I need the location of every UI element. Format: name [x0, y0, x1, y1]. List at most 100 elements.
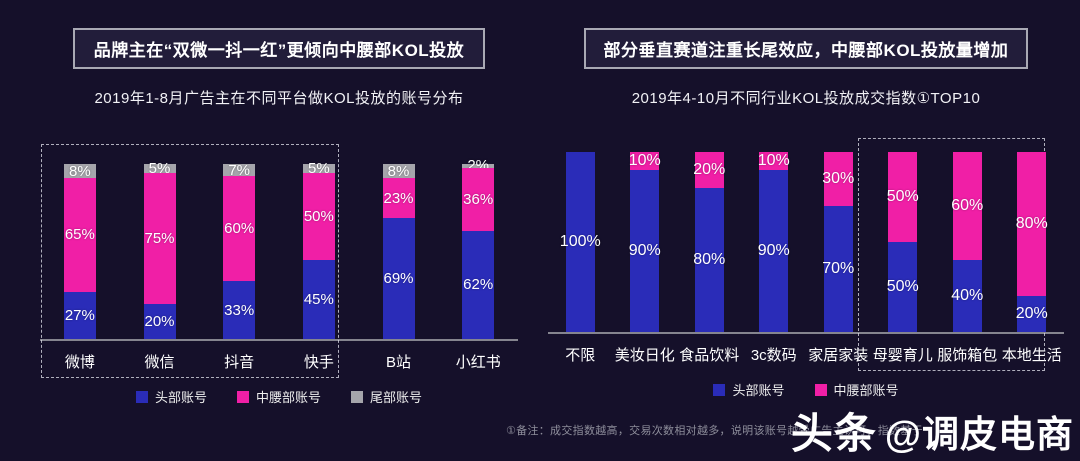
footnote: ①备注：成交指数越高，交易次数相对越多，说明该账号越受广告主认可，指数基于	[506, 425, 923, 437]
left-chart-title: 2019年1-8月广告主在不同平台做KOL投放的账号分布	[94, 90, 464, 107]
segment-value-label: 100%	[559, 233, 601, 250]
segment-value-label: 8%	[387, 162, 410, 180]
bar-column: 50% 50%	[871, 152, 936, 332]
segment: 20%	[143, 304, 176, 339]
watermark: 头条 @调皮电商	[791, 400, 1074, 461]
segment-value-label: 50%	[886, 278, 919, 295]
segment-value-label: 10%	[628, 152, 661, 169]
bar-column: 10% 90%	[613, 152, 678, 332]
segment: 60%	[951, 152, 984, 260]
segment-value-label: 75%	[144, 229, 175, 247]
legend-swatch	[351, 390, 363, 403]
category-label: 微博	[64, 354, 95, 371]
legend-item: 头部账号	[135, 387, 207, 406]
segment: 80%	[1016, 152, 1048, 296]
segment: 5%	[143, 159, 176, 177]
category-label: 家居家装	[808, 347, 869, 364]
right-header-box: 部分垂直赛道注重长尾效应，中腰部KOL投放量增加	[584, 28, 1028, 69]
segment: 80%	[693, 188, 726, 332]
legend-swatch	[814, 383, 827, 396]
stacked-bar: 60% 40%	[951, 152, 984, 332]
category-label: 本地生活	[1001, 347, 1062, 364]
left-header-text: 品牌主在“双微一抖一红”更倾向中腰部KOL投放	[93, 41, 465, 60]
watermark-handle: @调皮电商	[884, 413, 1074, 455]
segment-value-label: 65%	[64, 226, 95, 244]
stacked-bar: 5% 50% 45%	[302, 159, 335, 339]
segment-value-label: 50%	[303, 208, 334, 225]
right-legend: 头部账号 中腰部账号	[548, 380, 1064, 399]
bar-column: 7% 60% 33%	[199, 161, 279, 339]
bar-column: 8% 23% 69%	[359, 164, 439, 339]
category-label: 小红书	[455, 354, 501, 371]
segment-value-label: 69%	[383, 270, 414, 288]
segment-value-label: 33%	[224, 301, 255, 319]
category-label: 母婴育儿	[872, 347, 933, 364]
segment-value-label: 50%	[886, 188, 919, 205]
segment: 50%	[886, 152, 919, 242]
legend-swatch	[713, 383, 726, 396]
segment: 5%	[302, 159, 335, 177]
bar-column: 5% 50% 45%	[279, 159, 359, 339]
toutiao-logo: 头条	[790, 410, 877, 457]
bar-column: 30% 70%	[806, 152, 871, 332]
segment-value-label: 20%	[693, 161, 726, 178]
segment: 20%	[693, 152, 726, 188]
legend-swatch	[236, 390, 249, 403]
segment-value-label: 8%	[68, 162, 91, 180]
segment: 45%	[302, 260, 335, 339]
category-label: 抖音	[224, 354, 255, 371]
legend-label: 头部账号	[732, 383, 785, 398]
segment: 90%	[629, 170, 661, 332]
segment: 8%	[63, 162, 96, 180]
segment-value-label: 80%	[693, 251, 726, 268]
segment: 23%	[382, 178, 415, 219]
left-header-box: 品牌主在“双微一抖一红”更倾向中腰部KOL投放	[73, 28, 485, 69]
left-legend: 头部账号 中腰部账号 尾部账号	[40, 387, 518, 406]
plot-area: 8% 65% 27% 5% 75% 20% 7% 60% 33% 5% 50% 45% 8% 23% 69%…	[40, 158, 518, 339]
segment-value-label: 5%	[308, 159, 330, 177]
legend-label: 中腰部账号	[833, 383, 899, 398]
right-header-text: 部分垂直赛道注重长尾效应，中腰部KOL投放量增加	[603, 41, 1009, 60]
bar-column: 100%	[548, 152, 613, 332]
legend-item: 尾部账号	[351, 387, 422, 406]
industry-kol-index-chart: 100% 10% 90% 20% 80% 10% 90% 30% 70% 50% 50% 60% 40%…	[548, 138, 1064, 371]
bar-column: 60% 40%	[935, 152, 1000, 332]
segment-value-label: 40%	[951, 287, 984, 304]
bar-column: 80% 20%	[1000, 152, 1065, 332]
segment: 40%	[951, 260, 984, 332]
segment-value-label: 60%	[224, 220, 255, 238]
segment-value-label: 27%	[64, 306, 95, 324]
segment-value-label: 5%	[148, 159, 171, 177]
segment-value-label: 60%	[951, 197, 984, 214]
stacked-bar: 10% 90%	[628, 152, 661, 332]
segment: 36%	[462, 167, 495, 231]
right-chart-title: 2019年4-10月不同行业KOL投放成交指数①TOP10	[631, 90, 981, 107]
stacked-bar: 8% 65% 27%	[63, 162, 96, 339]
segment: 70%	[822, 206, 854, 332]
segment: 27%	[63, 291, 96, 339]
segment: 50%	[302, 172, 335, 261]
category-label: B站	[386, 354, 412, 371]
stacked-bar: 7% 60% 33%	[223, 161, 256, 339]
segment-value-label: 7%	[228, 161, 251, 179]
category-label: 食品饮料	[679, 347, 740, 364]
segment: 75%	[143, 172, 176, 304]
legend-label: 头部账号	[154, 390, 207, 405]
category-label: 微信	[144, 354, 175, 371]
category-labels: 不限 美妆日化 食品饮料 3c数码 家居家装 母婴育儿 服饰箱包 本地生活	[548, 334, 1064, 365]
legend-label: 尾部账号	[370, 390, 423, 405]
segment: 69%	[382, 218, 415, 339]
stacked-bar: 30% 70%	[822, 152, 854, 332]
x-axis-line	[40, 339, 518, 341]
segment: 7%	[223, 161, 256, 179]
legend-item: 头部账号	[713, 380, 785, 399]
segment-value-label: 10%	[757, 152, 790, 169]
segment: 60%	[223, 176, 256, 282]
category-label: 美妆日化	[614, 347, 675, 364]
plot-area: 100% 10% 90% 20% 80% 10% 90% 30% 70% 50% 50% 60% 40%…	[548, 152, 1064, 332]
bar-column: 8% 65% 27%	[40, 164, 120, 339]
stacked-bar: 2% 36% 62%	[462, 158, 495, 339]
stacked-bar: 5% 75% 20%	[143, 159, 176, 339]
stacked-bar: 100%	[560, 152, 601, 332]
stacked-bar: 80% 20%	[1016, 152, 1048, 332]
